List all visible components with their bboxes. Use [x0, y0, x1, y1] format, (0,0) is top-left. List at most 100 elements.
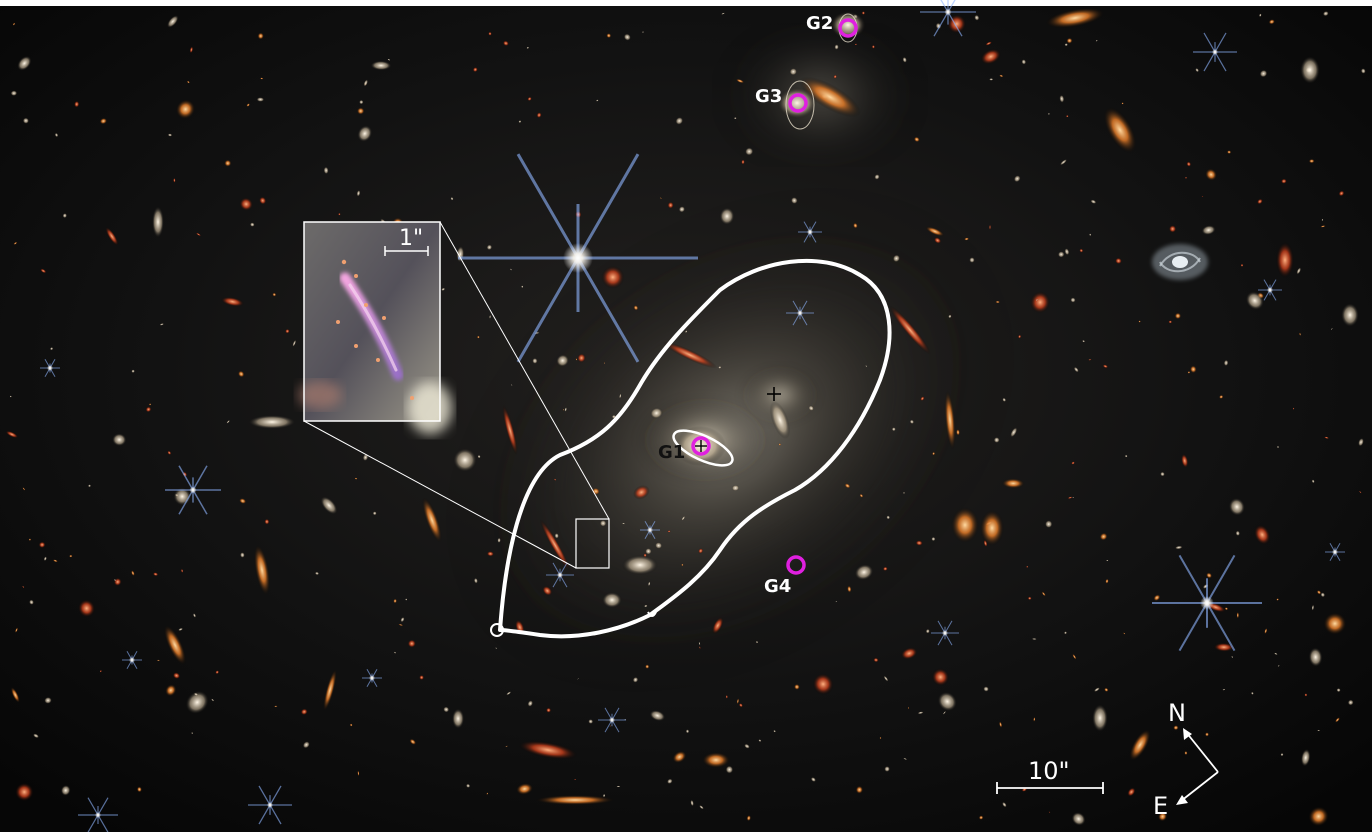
field-galaxy: [789, 67, 798, 76]
field-galaxy: [955, 428, 961, 436]
field-galaxy: [647, 581, 651, 587]
field-galaxy: [545, 707, 552, 713]
marker-g4: [786, 555, 806, 575]
field-galaxy: [17, 55, 32, 71]
field-galaxy: [148, 403, 152, 406]
field-galaxy: [1027, 596, 1032, 601]
field-galaxy: [477, 454, 481, 459]
field-galaxy: [1173, 725, 1179, 731]
field-galaxy: [854, 43, 858, 46]
field-galaxy: [1338, 190, 1345, 197]
field-galaxy: [237, 370, 245, 378]
field-galaxy: [1013, 175, 1021, 183]
field-galaxy: [931, 668, 950, 686]
field-galaxy: [1121, 102, 1124, 105]
field-galaxy: [246, 103, 251, 107]
critical-curve-g3: [785, 80, 815, 130]
field-galaxy: [486, 792, 489, 795]
field-galaxy: [925, 628, 930, 634]
field-galaxy: [239, 197, 254, 211]
field-galaxy: [1168, 225, 1177, 233]
field-galaxy: [354, 477, 358, 480]
field-galaxy: [393, 598, 398, 604]
field-galaxy: [112, 433, 127, 447]
field-galaxy: [285, 328, 290, 334]
field-galaxy: [258, 196, 267, 205]
field-galaxy: [735, 78, 745, 84]
field-galaxy: [60, 784, 71, 796]
field-galaxy: [621, 522, 626, 525]
field-galaxy: [1304, 693, 1308, 697]
field-galaxy: [654, 542, 663, 549]
field-galaxy: [1002, 397, 1007, 402]
field-galaxy: [185, 690, 209, 715]
field-galaxy: [272, 292, 277, 297]
field-galaxy: [575, 358, 578, 361]
field-galaxy: [527, 96, 532, 102]
field-galaxy: [999, 721, 1003, 728]
field-galaxy: [260, 77, 264, 80]
field-galaxy: [623, 33, 631, 41]
field-galaxy: [948, 314, 952, 319]
field-galaxy: [1311, 604, 1315, 611]
field-galaxy: [667, 530, 671, 533]
field-galaxy: [1235, 530, 1241, 536]
field-galaxy: [506, 691, 512, 696]
field-galaxy: [1079, 248, 1084, 253]
field-galaxy: [172, 672, 181, 680]
field-galaxy: [1184, 750, 1188, 756]
field-galaxy: [1320, 225, 1326, 228]
field-galaxy: [903, 491, 905, 495]
field-galaxy: [1104, 687, 1109, 692]
field-galaxy: [808, 405, 814, 411]
field-galaxy: [675, 116, 684, 125]
field-galaxy: [249, 222, 255, 227]
field-galaxy: [660, 197, 662, 200]
field-galaxy: [603, 362, 605, 365]
field-galaxy: [320, 496, 338, 515]
field-galaxy: [1031, 638, 1037, 640]
field-galaxy: [1035, 298, 1038, 302]
field-galaxy: [1195, 68, 1199, 73]
field-galaxy: [1048, 811, 1051, 814]
field-galaxy: [736, 698, 740, 705]
field-galaxy: [995, 300, 1001, 304]
marker-g2: [838, 18, 858, 38]
field-galaxy: [1030, 291, 1051, 314]
field-galaxy: [884, 766, 891, 772]
field-galaxy: [465, 783, 471, 788]
field-galaxy: [999, 74, 1004, 78]
field-galaxy: [443, 706, 450, 713]
field-galaxy: [152, 572, 159, 577]
field-galaxy: [554, 533, 559, 539]
marker-g3: [788, 93, 808, 113]
field-galaxy: [451, 708, 465, 729]
field-galaxy: [931, 536, 936, 542]
star-spike: [122, 651, 142, 669]
field-galaxy: [672, 750, 687, 764]
field-galaxy: [1044, 520, 1053, 529]
field-galaxy: [1105, 578, 1109, 584]
field-galaxy: [633, 485, 650, 500]
field-galaxy: [865, 365, 867, 368]
field-galaxy: [989, 78, 994, 81]
field-galaxy: [755, 640, 759, 644]
field-galaxy: [22, 585, 25, 589]
field-galaxy: [69, 554, 73, 558]
field-galaxy: [73, 100, 80, 108]
field-galaxy: [52, 559, 58, 563]
field-galaxy: [356, 190, 361, 197]
field-galaxy: [357, 770, 360, 777]
field-galaxy: [681, 515, 686, 521]
field-galaxy: [1106, 559, 1109, 562]
field-galaxy: [1308, 806, 1329, 827]
field-galaxy: [1067, 496, 1073, 499]
field-galaxy: [441, 287, 446, 291]
field-galaxy: [5, 430, 19, 439]
field-galaxy: [1240, 263, 1244, 267]
field-galaxy: [681, 563, 684, 567]
field-galaxy: [224, 159, 232, 167]
field-galaxy: [873, 657, 879, 663]
field-galaxy: [942, 710, 947, 715]
field-galaxy: [577, 353, 586, 363]
